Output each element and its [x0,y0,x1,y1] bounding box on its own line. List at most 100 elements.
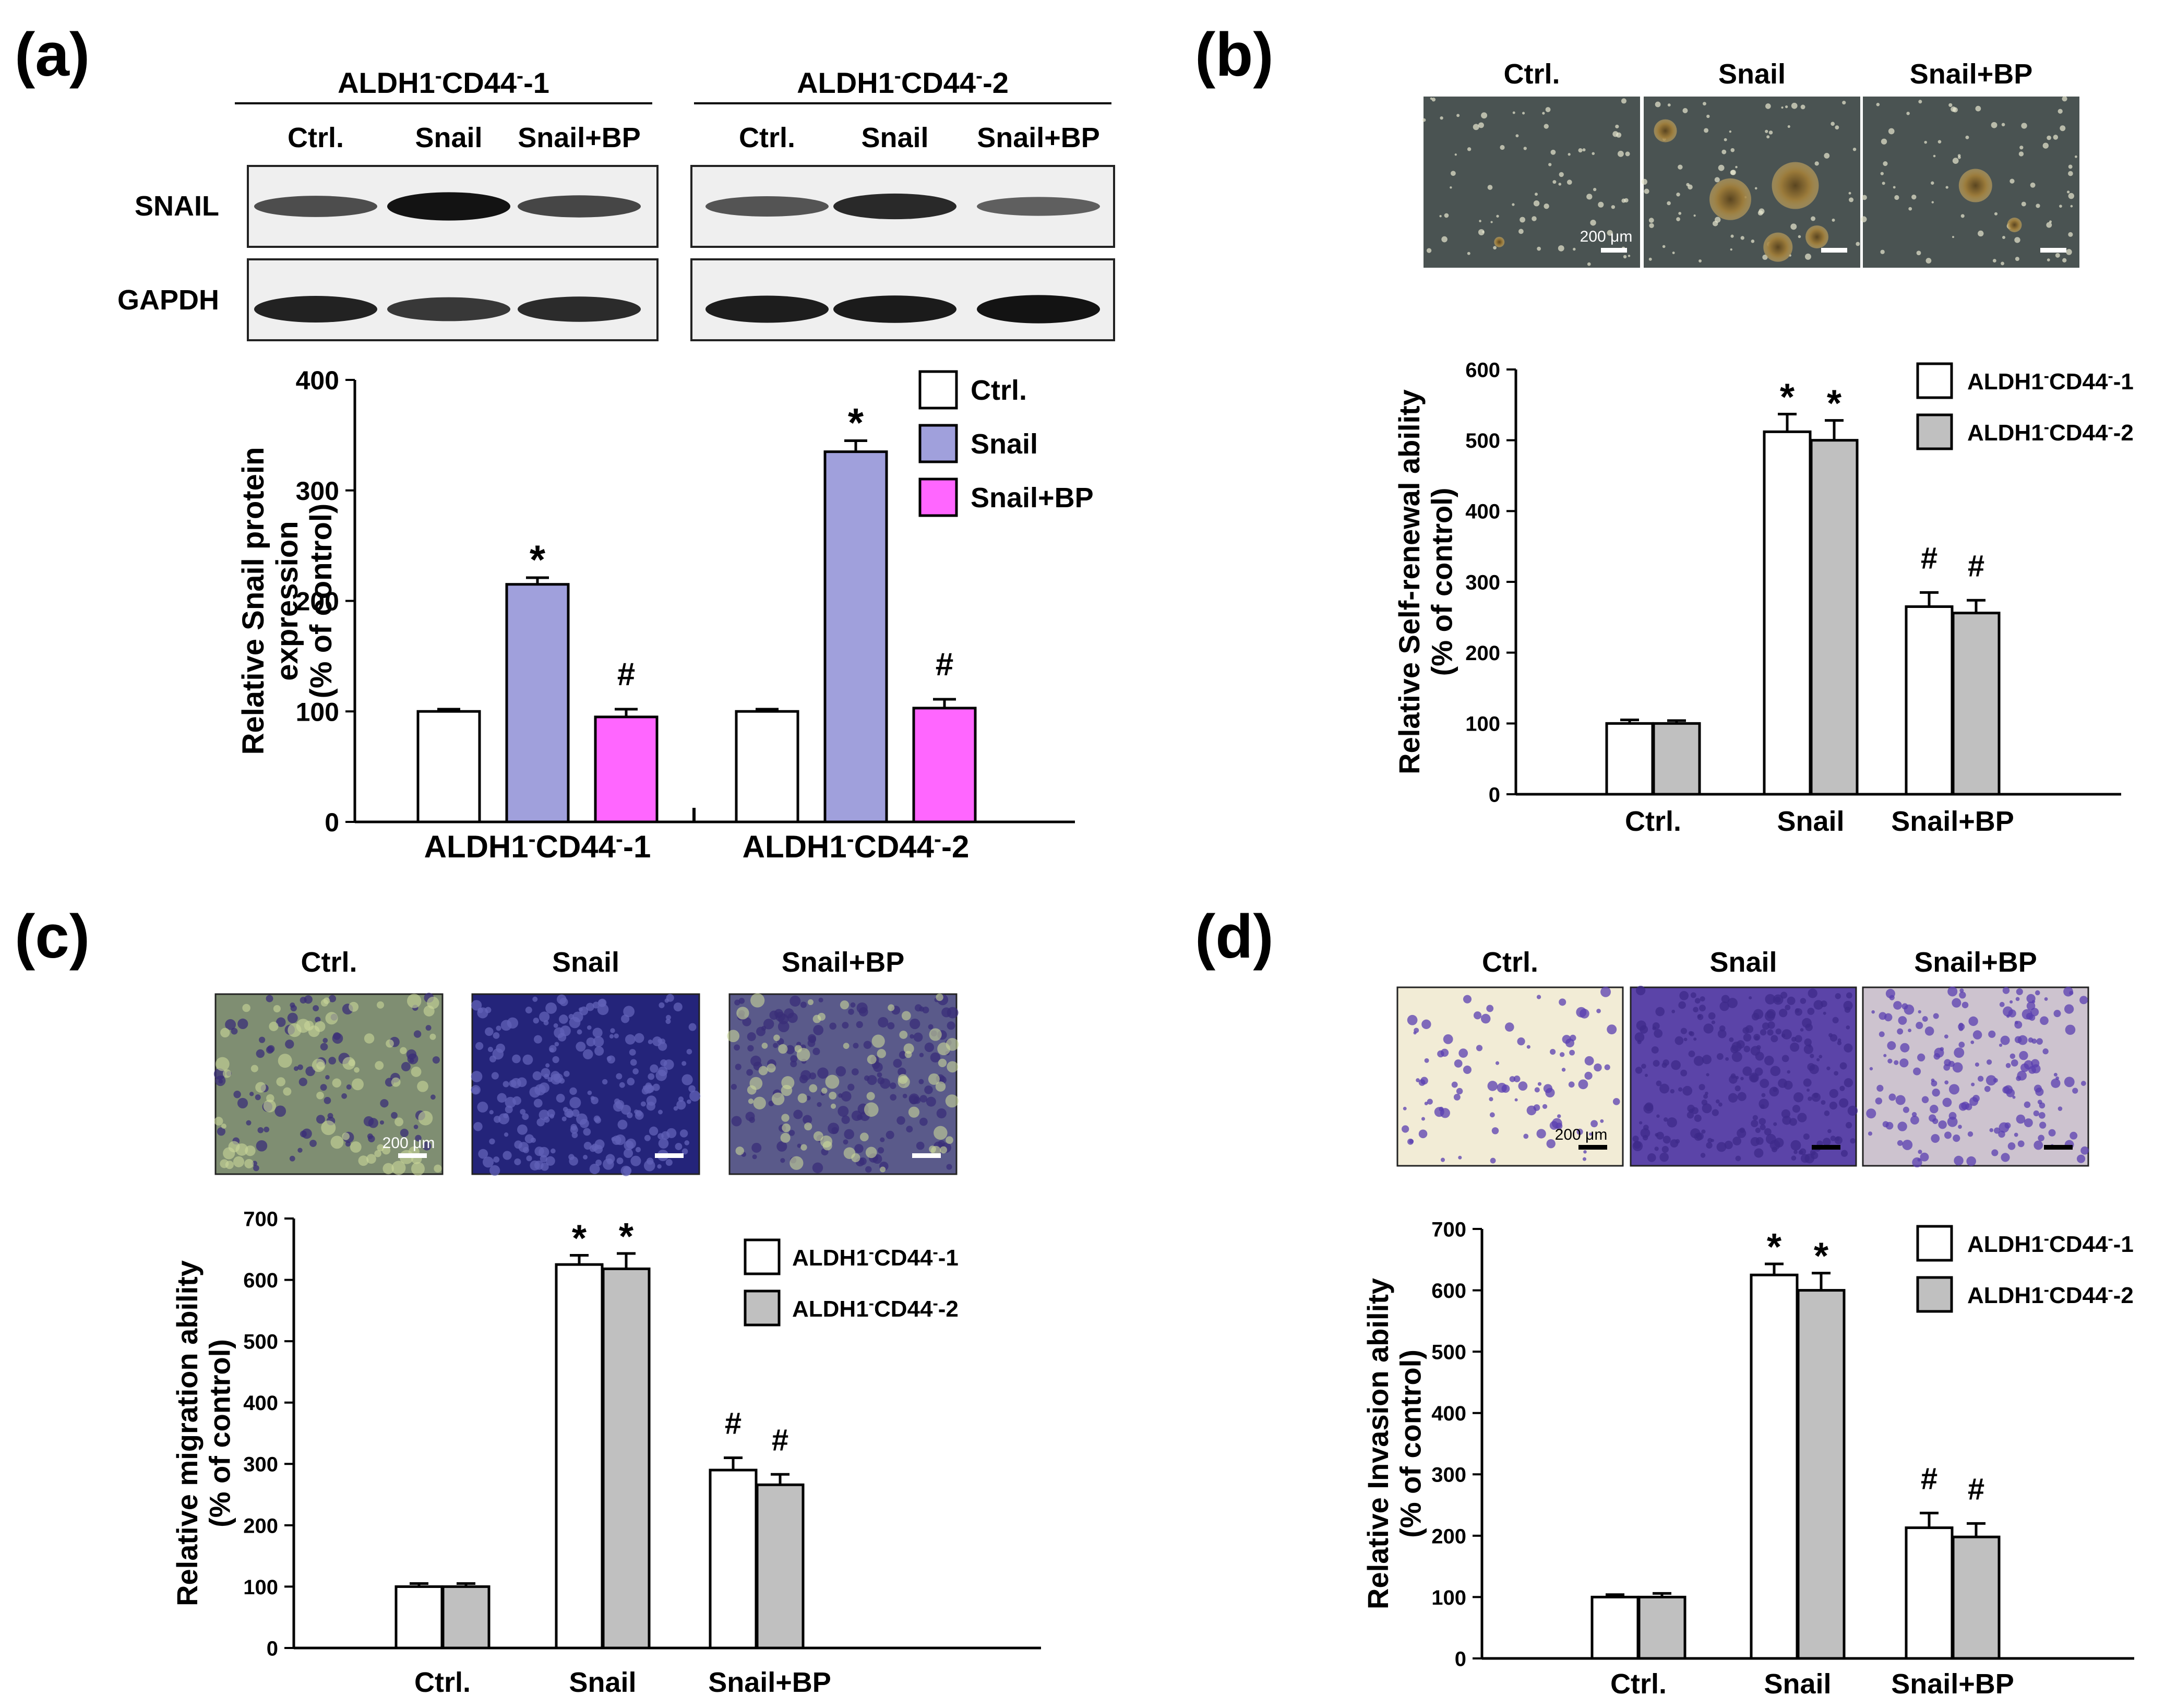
cell-dot [2016,1076,2022,1081]
cell-dot [2005,1063,2011,1068]
membrane-spot [821,1088,828,1094]
cell-dot [1901,1003,1908,1010]
membrane-spot [423,1005,435,1017]
x-category-label: Snail+BP [1891,1668,2014,1700]
cell-dot [731,1083,737,1090]
cell-dot [1568,1081,1575,1088]
cell-dot [2072,1088,2078,1094]
cell-dot [478,1149,488,1159]
cell-dot [1814,161,1819,166]
legend-swatch [744,1238,781,1275]
cell-dot [2003,1006,2013,1017]
cell-dot [1656,1131,1664,1140]
cell-dot [616,1157,624,1164]
membrane-spot [928,1073,940,1085]
cell-dot [681,1074,693,1085]
cell-dot [503,1081,509,1088]
cell-dot [409,1058,414,1063]
cell-dot [1478,229,1485,235]
cell-dot [1958,1026,1964,1031]
membrane-spot [273,1005,281,1013]
cell-dot [1769,1140,1780,1151]
cell-dot [2047,135,2051,140]
cell-dot [2012,1095,2016,1099]
cell-dot [1894,1060,1899,1065]
cell-dot [1706,1142,1713,1149]
cell-dot [844,1129,854,1140]
cell-dot [1902,1140,1913,1150]
cell-dot [544,1073,549,1079]
cell-dot [1421,1019,1431,1030]
blot-group-title: ALDH1-CD44--2 [797,65,1009,99]
membrane-spot [417,1081,428,1092]
cell-dot [477,1007,488,1019]
cell-dot [532,1071,542,1081]
cell-dot [2080,1081,2086,1086]
cell-dot [1862,195,1867,200]
cell-dot [788,1130,795,1136]
cell-dot [1795,1008,1800,1013]
cell-dot [2024,1101,2031,1108]
cell-dot [1710,1139,1714,1142]
cell-dot [1559,998,1566,1006]
cell-dot [430,1094,436,1100]
cell-dot [1906,112,1910,115]
cell-dot [2036,1038,2043,1045]
cell-dot [1643,1103,1654,1114]
cell-dot [1559,1052,1565,1057]
cell-dot [1988,1030,1996,1038]
cell-dot [602,1079,608,1085]
cell-dot [332,1033,343,1044]
cell-dot [1875,1097,1883,1105]
membrane-spot [342,1057,355,1070]
cell-dot [551,1148,556,1154]
chart-(c): 0 100 200 300 400 500 600 700 Relative migration… [171,1208,1041,1660]
cell-dot [1648,257,1652,261]
cell-dot [1790,1140,1801,1151]
cell-dot [1848,192,1851,195]
cell-dot [1451,171,1456,176]
cell-dot [1667,1117,1677,1128]
membrane-spot [758,1066,768,1076]
cell-dot [2014,1132,2018,1137]
cell-dot [938,1140,946,1148]
cell-dot [1883,161,1888,166]
membrane-spot [937,1042,950,1056]
cell-dot [2039,1121,2047,1129]
cell-dot [919,1095,928,1103]
cell-dot [1416,1078,1420,1082]
cell-dot [1633,1141,1641,1149]
cell-dot [873,1062,883,1072]
cell-dot [666,994,674,1002]
legend-label: ALDH1-CD44--2 [1967,1281,2134,1308]
cell-dot [1674,1036,1684,1045]
cell-dot [1522,112,1525,115]
membrane-spot [898,1074,908,1084]
cell-dot [2009,1053,2016,1059]
cell-dot [1931,201,1934,204]
cell-dot [890,1094,896,1101]
cell-dot [1621,98,1627,104]
cell-dot [657,1164,662,1169]
membrane-spot [820,1135,833,1148]
cell-dot [1441,236,1448,243]
membrane-spot [929,1028,942,1041]
membrane-spot [800,1144,807,1151]
cell-dot [1584,1071,1593,1080]
cell-dot [1730,148,1735,152]
cell-dot [1954,1155,1964,1166]
cell-dot [589,1163,600,1174]
legend-label: ALDH1-CD44--1 [1967,367,2134,395]
cell-dot [848,1009,854,1015]
cell-dot [225,1019,236,1030]
cell-dot [522,1054,533,1065]
cell-dot [1755,1127,1761,1133]
cell-dot [853,1043,859,1049]
cell-dot [1999,1001,2005,1007]
cell-dot [2070,205,2073,208]
cell-dot [2049,220,2052,223]
membrane-spot [880,1166,886,1173]
cell-dot [899,1050,907,1059]
cell-dot [512,1054,521,1064]
